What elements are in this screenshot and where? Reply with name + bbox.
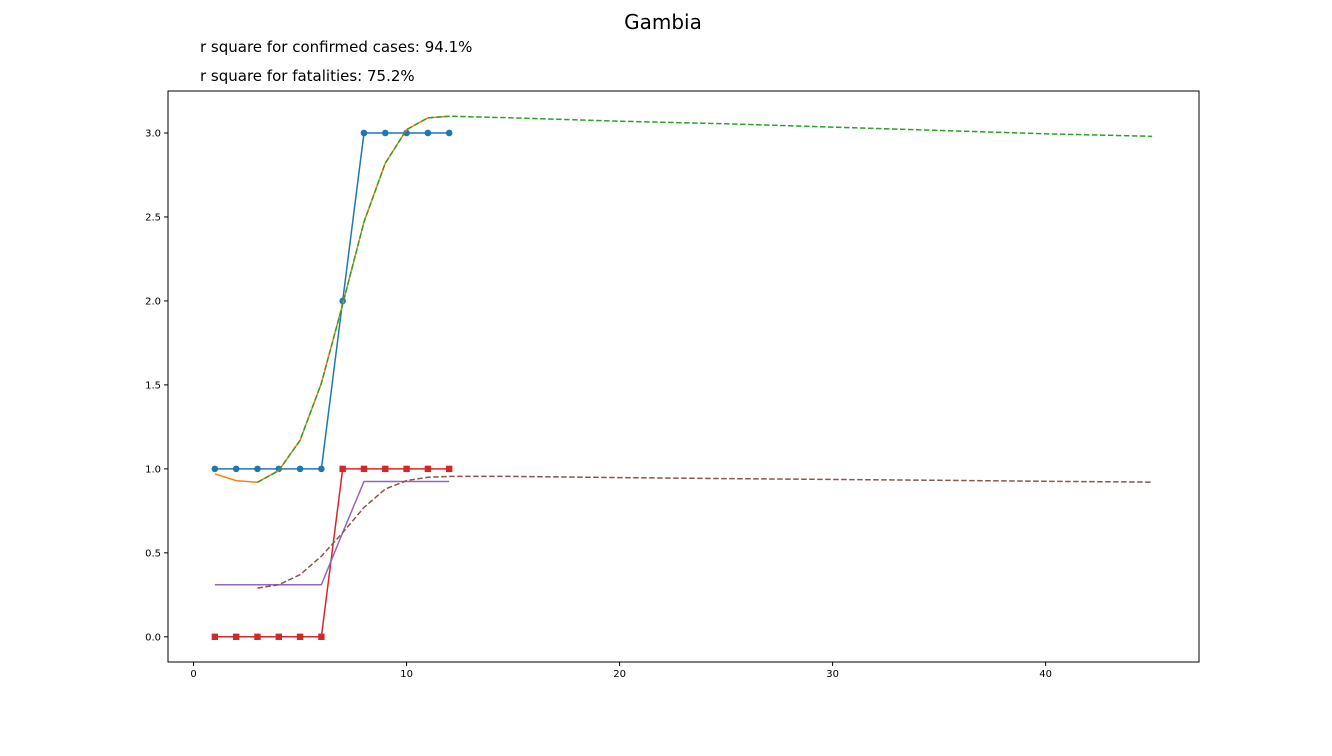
series-3 — [211, 465, 453, 641]
data-point — [318, 633, 325, 641]
data-point — [424, 465, 432, 473]
y-tick-label: 3.0 — [145, 128, 161, 139]
data-point — [403, 465, 410, 473]
series-1 — [214, 115, 450, 484]
data-point — [254, 465, 261, 473]
y-tick-label: 2.0 — [145, 296, 161, 307]
series-line — [214, 132, 450, 470]
data-point — [445, 465, 453, 473]
data-point — [339, 465, 346, 473]
data-point — [382, 465, 389, 473]
series-0 — [211, 129, 453, 473]
data-point — [445, 129, 453, 137]
chart-title: Gambia — [624, 10, 702, 34]
data-point — [296, 465, 304, 473]
y-tick-label: 2.5 — [145, 212, 161, 223]
data-point — [360, 129, 368, 137]
r-square-confirmed-annotation: r square for confirmed cases: 94.1% — [200, 38, 473, 56]
data-point — [232, 633, 240, 641]
series-4 — [214, 480, 450, 586]
series-line — [257, 475, 1153, 589]
series-layer — [211, 115, 1153, 641]
data-point — [211, 465, 219, 473]
data-point — [318, 465, 325, 473]
series-line — [214, 115, 450, 484]
series-line — [214, 468, 450, 638]
x-tick-label: 30 — [826, 669, 839, 680]
data-point — [275, 633, 282, 641]
x-tick-label: 10 — [400, 669, 413, 680]
data-point — [381, 129, 389, 137]
data-point — [360, 465, 368, 473]
axis-ticks: 0 10 20 30 40 0.0 0.5 1.0 1.5 2.0 2.5 3.0 — [145, 128, 1052, 680]
x-tick-label: 20 — [613, 669, 626, 680]
data-point — [296, 633, 304, 641]
data-point — [424, 129, 432, 137]
plot-area-frame — [167, 90, 1200, 663]
series-line — [214, 480, 450, 586]
series-2 — [257, 115, 1153, 483]
y-tick-label: 1.5 — [145, 380, 161, 391]
x-tick-label: 40 — [1039, 669, 1052, 680]
data-point — [232, 465, 240, 473]
y-tick-label: 1.0 — [145, 464, 161, 475]
x-tick-label: 0 — [190, 669, 196, 680]
data-point — [211, 633, 219, 641]
r-square-fatalities-annotation: r square for fatalities: 75.2% — [200, 67, 415, 85]
y-tick-label: 0.0 — [145, 632, 161, 643]
y-tick-label: 0.5 — [145, 548, 161, 559]
series-5 — [257, 475, 1153, 589]
series-line — [257, 115, 1153, 483]
data-point — [254, 633, 261, 641]
